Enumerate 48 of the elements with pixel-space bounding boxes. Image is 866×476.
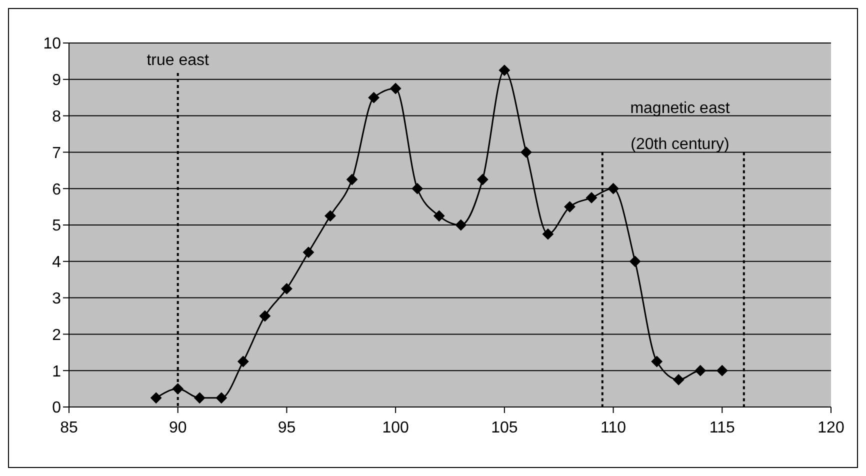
point: [477, 174, 488, 185]
y-tick-label: 3: [52, 290, 62, 308]
point: [216, 392, 227, 404]
point: [564, 201, 576, 212]
y-tick-label: 8: [52, 108, 62, 126]
y-tick-label: 0: [52, 400, 62, 417]
point: [368, 92, 380, 104]
point: [281, 283, 292, 294]
point: [259, 310, 270, 322]
point: [586, 192, 598, 204]
point: [346, 174, 358, 185]
point: [694, 365, 706, 376]
point: [194, 392, 206, 404]
point: [434, 210, 445, 222]
y-tick-label: 2: [52, 326, 62, 344]
point: [172, 383, 184, 394]
point: [498, 64, 510, 76]
x-tick-label: 110: [600, 419, 626, 436]
point: [150, 392, 162, 404]
point: [390, 83, 402, 94]
x-tick-label: 90: [168, 419, 187, 436]
point: [630, 256, 641, 267]
point: [542, 228, 554, 240]
annotation: magnetic east (20th century): [629, 99, 731, 155]
point: [238, 356, 249, 367]
y-tick-label: 6: [52, 181, 62, 198]
y-tick-label: 4: [52, 254, 62, 272]
y-tick-label: 5: [52, 218, 62, 235]
x-tick-label: 95: [278, 419, 296, 436]
x-tick-label: 120: [818, 419, 844, 436]
point: [520, 146, 532, 158]
y-tick-label: 7: [52, 144, 62, 162]
ref-line-label: true east: [146, 52, 210, 69]
point: [412, 183, 423, 194]
point: [608, 183, 619, 194]
point: [302, 246, 314, 258]
y-tick-label: 10: [43, 36, 62, 53]
y-tick-label: 1: [52, 363, 62, 380]
point: [673, 374, 684, 386]
x-tick-label: 100: [382, 419, 410, 436]
point: [455, 220, 466, 230]
point: [324, 210, 336, 222]
x-tick-label: 105: [491, 419, 518, 436]
y-tick-label: 9: [52, 72, 62, 90]
point: [716, 365, 728, 376]
x-tick-label: 85: [60, 419, 78, 436]
x-tick-label: 115: [709, 419, 735, 436]
point: [651, 356, 662, 367]
